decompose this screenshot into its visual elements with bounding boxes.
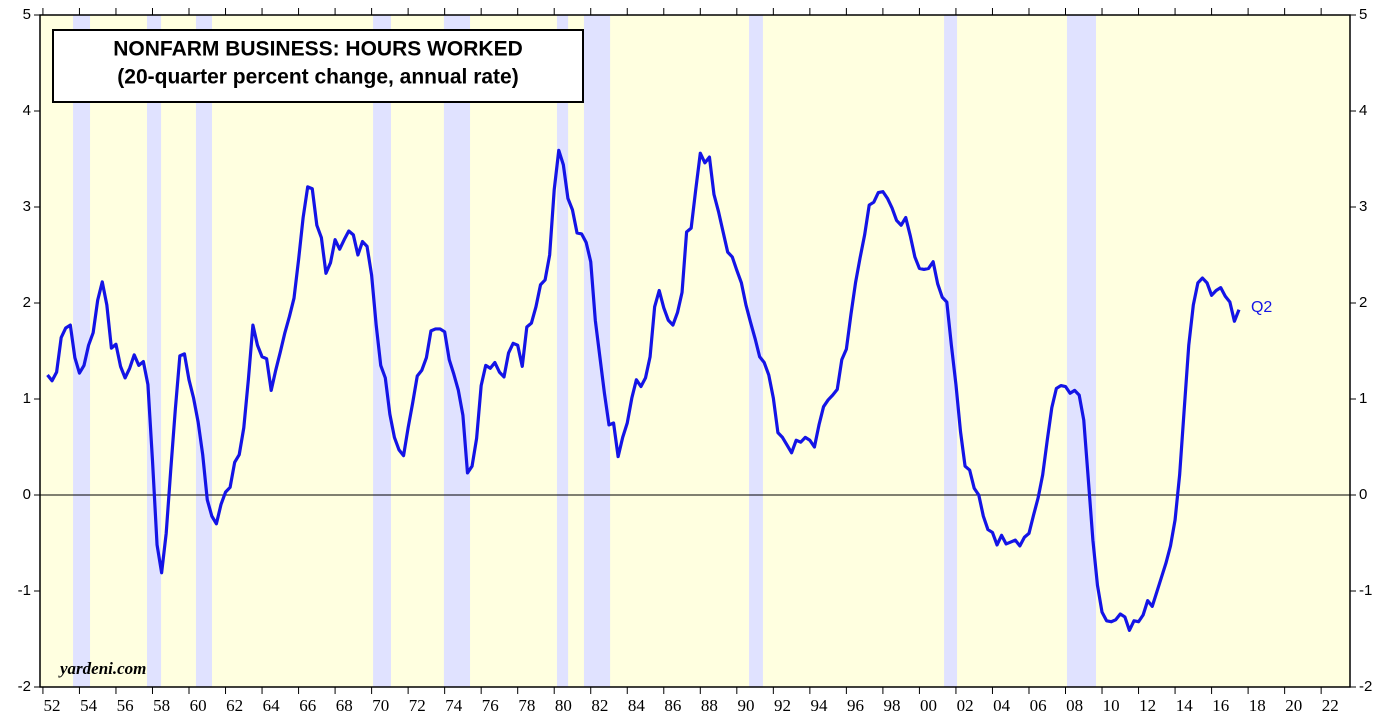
y-tick-label: 3	[23, 198, 31, 215]
x-tick-label: 70	[372, 696, 389, 715]
x-tick-label: 16	[1212, 696, 1229, 715]
y-tick-label: 1	[1359, 390, 1367, 407]
x-tick-label: 08	[1066, 696, 1083, 715]
x-tick-label: 00	[920, 696, 937, 715]
x-tick-label: 80	[555, 696, 572, 715]
x-tick-label: 78	[518, 696, 535, 715]
x-tick-label: 86	[664, 696, 681, 715]
x-tick-label: 02	[957, 696, 974, 715]
y-tick-label: 0	[1359, 486, 1367, 503]
shaded-period	[147, 15, 162, 687]
x-tick-label: 06	[1030, 696, 1047, 715]
x-tick-label: 82	[591, 696, 608, 715]
x-tick-label: 52	[44, 696, 61, 715]
x-tick-label: 92	[774, 696, 791, 715]
x-tick-label: 76	[482, 696, 499, 715]
y-tick-label: 4	[23, 102, 31, 119]
plot-frame	[39, 14, 1351, 688]
x-tick-label: 84	[628, 696, 646, 715]
data-line	[46, 148, 1241, 632]
x-tick-label: 04	[993, 696, 1011, 715]
x-tick-label: 58	[153, 696, 170, 715]
shaded-period	[373, 15, 391, 687]
shaded-period	[583, 15, 611, 687]
x-tick-label: 90	[737, 696, 754, 715]
x-tick-label: 60	[190, 696, 207, 715]
x-tick-label: 68	[336, 696, 353, 715]
x-tick-label: 98	[884, 696, 901, 715]
shaded-period	[1066, 15, 1096, 687]
x-tick-label: 56	[117, 696, 134, 715]
y-tick-label: 2	[1359, 294, 1367, 311]
y-tick-label: -2	[18, 678, 31, 695]
chart-title: NONFARM BUSINESS: HOURS WORKED	[113, 38, 523, 61]
y-tick-label: 2	[23, 294, 31, 311]
y-tick-label: 1	[23, 390, 31, 407]
plot-background	[40, 15, 1350, 687]
y-tick-label: -2	[1359, 678, 1372, 695]
x-tick-label: 20	[1285, 696, 1302, 715]
y-tick-label: 4	[1359, 102, 1367, 119]
y-tick-label: -1	[18, 582, 31, 599]
x-tick-label: 88	[701, 696, 718, 715]
y-tick-label: 0	[23, 486, 31, 503]
y-tick-label: 3	[1359, 198, 1367, 215]
shaded-period	[749, 15, 763, 687]
end-label: Q2	[1251, 299, 1272, 316]
chart-subtitle: (20-quarter percent change, annual rate)	[117, 66, 518, 89]
shaded-period	[195, 15, 213, 687]
x-tick-label: 94	[810, 696, 828, 715]
x-tick-label: 22	[1322, 696, 1339, 715]
x-tick-label: 12	[1139, 696, 1156, 715]
shaded-period	[73, 15, 91, 687]
x-tick-label: 54	[80, 696, 98, 715]
x-tick-label: 74	[445, 696, 463, 715]
x-tick-label: 72	[409, 696, 426, 715]
x-tick-label: 10	[1103, 696, 1120, 715]
x-tick-label: 66	[299, 696, 316, 715]
x-tick-label: 62	[226, 696, 243, 715]
y-tick-label: 5	[1359, 6, 1367, 23]
title-box	[52, 29, 584, 103]
x-tick-label: 96	[847, 696, 864, 715]
x-tick-label: 64	[263, 696, 281, 715]
x-tick-label: 18	[1249, 696, 1266, 715]
x-tick-label: 14	[1176, 696, 1194, 715]
y-tick-label: 5	[23, 6, 31, 23]
shaded-period	[556, 15, 569, 687]
y-tick-label: -1	[1359, 582, 1372, 599]
source: yardeni.com	[58, 659, 146, 678]
